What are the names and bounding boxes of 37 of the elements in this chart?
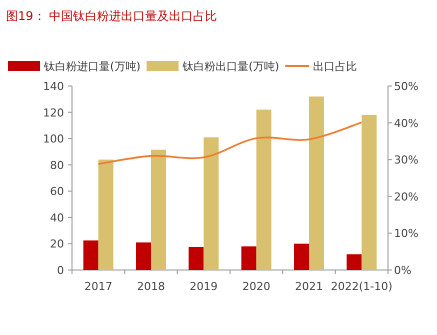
x-tick-label: 2021 <box>295 280 323 293</box>
y2-tick-label: 30% <box>394 154 418 167</box>
x-tick-label: 2017 <box>84 280 112 293</box>
x-tick-label: 2018 <box>137 280 165 293</box>
y-tick-label: 0 <box>57 264 64 277</box>
x-tick-label: 2022(1-10) <box>330 280 392 293</box>
bar <box>346 254 362 270</box>
bar <box>241 246 256 270</box>
bar <box>136 242 151 270</box>
bar <box>294 244 309 270</box>
line-series <box>97 122 363 165</box>
bar <box>151 150 166 270</box>
x-tick-label: 2020 <box>242 280 270 293</box>
y2-tick-label: 0% <box>394 264 412 277</box>
y2-tick-label: 20% <box>394 190 418 204</box>
y-tick-label: 20 <box>50 238 64 251</box>
y2-tick-label: 40% <box>394 116 418 130</box>
bar <box>83 240 98 270</box>
y-tick-label: 40 <box>50 211 64 224</box>
y-tick-label: 100 <box>43 132 64 146</box>
bar <box>256 110 272 270</box>
legend-label: 钛白粉出口量(万吨) <box>182 60 280 73</box>
legend-label: 出口占比 <box>313 60 358 73</box>
y2-tick-label: 50% <box>394 80 418 93</box>
chart-title: 图19： 中国钛白粉进出口量及出口占比 <box>6 9 218 23</box>
legend-label: 钛白粉进口量(万吨) <box>43 60 141 73</box>
y2-tick-label: 10% <box>394 227 418 240</box>
y-tick-label: 120 <box>43 106 64 120</box>
bar <box>362 114 377 270</box>
y-tick-label: 80 <box>50 158 64 172</box>
y-tick-label: 140 <box>43 80 64 93</box>
bar <box>204 137 219 270</box>
x-tick-label: 2019 <box>190 280 218 293</box>
y-tick-label: 60 <box>50 185 64 198</box>
bar <box>188 247 204 270</box>
bar <box>98 160 114 270</box>
bar <box>309 96 324 270</box>
